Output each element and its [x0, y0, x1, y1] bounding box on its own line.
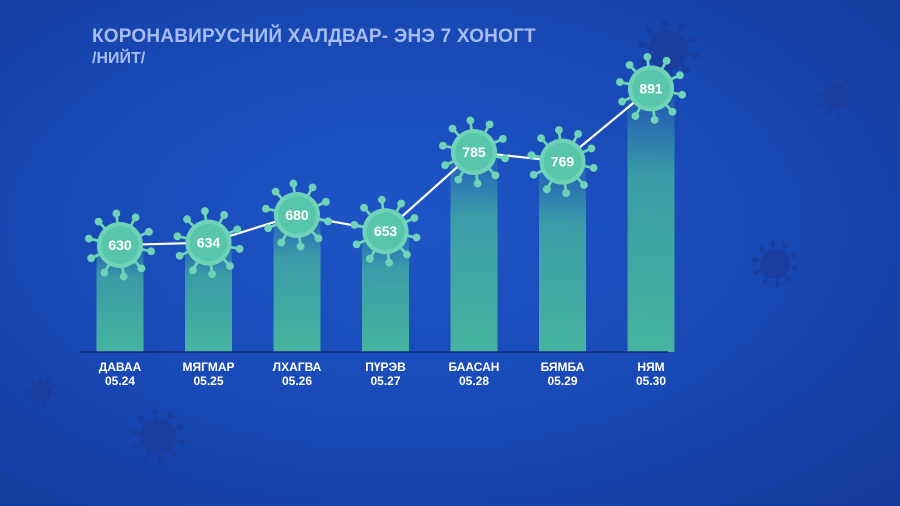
coronavirus-icon — [84, 209, 156, 281]
coronavirus-icon — [350, 195, 421, 267]
x-tick-day: МЯГМАР — [182, 360, 234, 374]
data-label: 680 — [285, 207, 309, 223]
data-label: 769 — [551, 154, 575, 170]
coronavirus-icon — [173, 207, 244, 279]
decor-virus-icon — [752, 240, 798, 288]
coronavirus-icon — [615, 52, 687, 124]
decor-virus-icon — [130, 409, 186, 465]
bar — [627, 80, 675, 353]
x-tick-day: БЯМБА — [541, 360, 585, 374]
x-tick-day: ПҮРЭВ — [365, 360, 406, 374]
x-tick-day: НЯМ — [637, 360, 664, 374]
coronavirus-icon — [527, 126, 598, 198]
x-tick-day: ДАВАА — [99, 360, 142, 374]
x-tick-date: 05.30 — [636, 374, 666, 388]
x-tick-date: 05.25 — [193, 374, 223, 388]
data-label: 653 — [374, 223, 398, 239]
data-label: 891 — [639, 80, 663, 96]
x-tick-day: ЛХАГВА — [273, 360, 322, 374]
x-tick-date: 05.27 — [370, 374, 400, 388]
x-tick-date: 05.24 — [105, 374, 135, 388]
decor-virus-icon — [26, 376, 58, 408]
data-label: 785 — [462, 144, 486, 160]
chart-subtitle: /НИЙТ/ — [92, 50, 146, 67]
coronavirus-icon — [438, 116, 510, 188]
x-tick-date: 05.26 — [282, 374, 312, 388]
x-tick-date: 05.28 — [459, 374, 489, 388]
x-tick-day: БААСАН — [449, 360, 500, 374]
chart-title: КОРОНАВИРУСНИЙ ХАЛДВАР- ЭНЭ 7 ХОНОГТ — [92, 26, 536, 47]
x-tick-date: 05.29 — [547, 374, 577, 388]
decor-virus-icon — [817, 76, 857, 118]
coronavirus-icon — [261, 179, 333, 251]
data-label: 630 — [108, 237, 132, 253]
bar — [450, 144, 498, 352]
data-label: 634 — [197, 235, 221, 251]
